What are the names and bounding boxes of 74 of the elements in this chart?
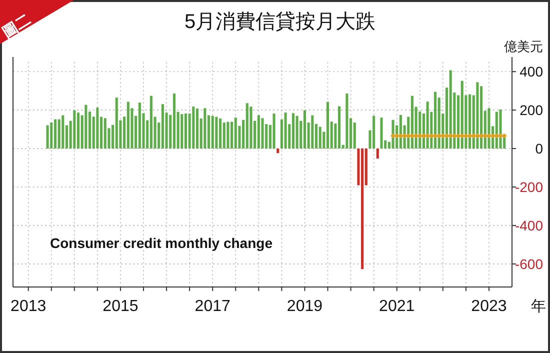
bar <box>234 118 237 149</box>
bar <box>326 102 330 149</box>
bar <box>246 103 248 149</box>
bar <box>215 116 218 149</box>
bar <box>62 115 64 149</box>
x-tick-label: 2017 <box>194 298 230 315</box>
bar <box>230 122 234 149</box>
bar <box>115 98 118 149</box>
bar <box>73 110 76 149</box>
x-tick-label: 2015 <box>102 298 138 315</box>
annotation: Consumer credit monthly change <box>50 235 273 251</box>
bar <box>76 112 80 149</box>
bar <box>54 119 56 149</box>
bar <box>204 108 206 149</box>
bar <box>338 106 341 149</box>
bar <box>192 106 195 149</box>
bar <box>226 122 230 149</box>
x-tick-label: 2021 <box>379 298 415 315</box>
bar <box>292 113 294 149</box>
bar <box>172 94 176 149</box>
bar <box>318 126 322 149</box>
x-tick-label: 2019 <box>286 298 323 315</box>
bar <box>346 94 348 149</box>
bar <box>138 102 141 149</box>
bar <box>257 115 260 149</box>
bar <box>499 110 502 149</box>
bar <box>196 108 199 149</box>
chart-title: 5月消費信貸按月大跌 <box>184 11 376 33</box>
bar <box>380 118 383 149</box>
bar <box>410 96 414 149</box>
bar <box>222 122 226 149</box>
bar <box>96 108 99 149</box>
bar <box>261 118 264 149</box>
bar <box>376 148 379 159</box>
bar <box>449 70 452 149</box>
bar <box>434 92 436 149</box>
bar <box>126 102 130 149</box>
bar <box>296 116 298 149</box>
bar <box>372 116 376 149</box>
bar <box>361 148 364 270</box>
bar <box>426 102 429 149</box>
bar <box>180 114 184 149</box>
text: 圖二 <box>0 11 34 42</box>
bar <box>480 86 483 149</box>
bar <box>476 82 479 149</box>
y-tick-label: 0 <box>535 140 544 157</box>
y-tick-label: -600 <box>514 256 544 272</box>
x-tick-label: 2023 <box>471 298 507 315</box>
y-tick-label: 200 <box>520 102 544 118</box>
bar <box>468 94 472 149</box>
bar <box>488 108 490 149</box>
bar <box>219 118 222 149</box>
bar <box>276 148 280 154</box>
y-tick-label: 400 <box>520 64 544 80</box>
bar <box>311 115 314 149</box>
bar <box>161 104 164 149</box>
y-axis-title: 億美元 <box>504 39 543 54</box>
x-axis-title: 年 <box>531 298 546 315</box>
x-tick-label: 2013 <box>10 298 46 315</box>
bar <box>184 114 187 149</box>
bar <box>272 114 276 149</box>
bar <box>150 96 152 149</box>
bar <box>84 104 88 149</box>
bar <box>58 119 60 149</box>
bar <box>303 110 306 149</box>
bar <box>50 122 53 149</box>
bar <box>250 106 252 149</box>
bar <box>211 116 214 149</box>
y-tick-label: -200 <box>514 179 544 195</box>
bar <box>46 125 49 149</box>
y-tick-label: -400 <box>514 217 544 234</box>
bar <box>104 118 106 149</box>
bar <box>460 80 464 149</box>
bar <box>284 112 287 149</box>
